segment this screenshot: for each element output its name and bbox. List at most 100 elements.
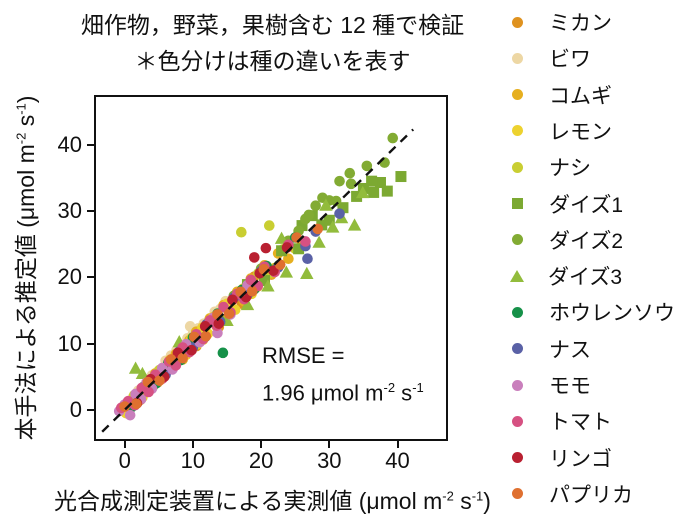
data-point-papurika [246,285,258,297]
legend-item-tomato: トマト [506,403,612,439]
data-point-tomato [300,236,311,247]
x-axis-label-close: ) [483,488,491,514]
x-tick-mark [396,441,399,448]
y-tick-label: 30 [57,197,82,223]
legend-marker-circle-icon [512,343,523,355]
y-tick-mark [87,143,94,146]
y-tick-label: 20 [57,264,82,290]
rmse-line2: 1.96 μmol m-2 s-1 [262,372,424,409]
legend-marker-circle-icon [512,52,523,64]
scatter-plot [101,128,415,433]
data-point-hourensou [217,347,229,359]
data-point-daizu1 [374,176,386,188]
data-point-daizu1 [381,185,393,197]
identity-line [101,128,415,433]
y-axis-label-text: 本手法による推定値 (μmol m [13,144,39,441]
legend-label: モモ [549,375,591,398]
y-axis-label-sup-m: -2 [13,132,29,145]
legend-item-ringo: リンゴ [506,440,612,476]
data-point-daizu2 [387,132,399,144]
x-tick-label: 30 [317,448,342,473]
data-point-daizu2 [334,175,345,187]
data-point-daizu3 [240,297,255,311]
data-point-nasu [334,208,345,219]
x-tick-label: 10 [180,448,206,473]
data-point-daizu3 [261,279,275,292]
y-tick-mark [87,209,94,212]
legend-label: コムギ [549,84,612,108]
data-point-daizu1 [368,186,380,198]
data-point-daizu1 [316,219,328,231]
x-axis-label-text: 光合成測定装置による実測値 (μmol m [54,488,443,514]
rmse-s: s [395,380,413,406]
data-point-daizu1 [296,220,308,232]
legend-label: ナス [549,338,591,362]
data-point-papurika [130,398,142,410]
figure-title-line2: ＊色分けは種の違いを表す [134,48,411,74]
data-point-ringo [186,344,197,356]
legend-marker-circle-icon [512,16,523,28]
legend-marker-triangle-icon [510,270,524,283]
legend-label: レモン [549,120,612,144]
legend-marker-square-icon [512,198,523,209]
data-point-daizu2 [345,178,357,190]
data-point-papurika [200,330,212,342]
legend-marker-circle-icon [512,161,523,173]
legend-item-hourensou: ホウレンソウ [506,294,675,330]
rmse-annotation: RMSE = 1.96 μmol m-2 s-1 [262,340,424,409]
rmse-line1: RMSE = [262,343,345,368]
y-axis-label-close: ) [13,95,39,104]
legend-item-nasu: ナス [506,331,591,367]
y-tick-mark [87,342,94,345]
legend-item-daizu1: ダイズ1 [506,186,623,222]
legend-label: ミカン [549,12,612,35]
data-point-daizu3 [312,235,326,248]
data-point-daizu2 [361,160,373,172]
y-tick-label: 40 [57,131,82,157]
data-point-daizu1 [351,190,363,202]
data-point-ringo [227,294,238,306]
legend-label: トマト [549,411,612,435]
legend-label: ナシ [549,157,591,181]
data-point-daizu3 [319,198,333,211]
data-point-daizu1 [366,175,378,187]
legend-marker-circle-icon [512,234,523,246]
rmse-sup-m: -2 [383,380,396,395]
x-tick-label: 40 [385,448,410,473]
data-point-tomato [245,274,257,286]
figure-title-line1: 畑作物，野菜，果樹含む 12 種で検証 [80,12,465,38]
x-tick-mark [191,441,194,448]
rmse-sup-s: -1 [412,380,424,395]
legend-item-papurika: パプリカ [506,476,633,512]
data-point-papurika [119,401,130,412]
data-point-daizu1 [276,245,288,257]
data-point-papurika [177,352,188,364]
data-point-daizu2 [300,213,311,225]
legend-item-komugi: コムギ [506,77,612,113]
x-axis-label-s: s [453,488,472,514]
legend-label: リンゴ [549,447,612,471]
legend-marker-circle-icon [512,488,523,500]
y-axis-label-s: s [13,114,39,133]
data-point-daizu3 [279,265,294,278]
y-tick-mark [87,408,94,411]
legend-label: ダイズ2 [549,229,624,253]
y-axis-label: 本手法による推定値 (μmol m-2 s-1) [7,68,39,468]
x-tick-label: 20 [248,448,274,473]
legend-item-daizu2: ダイズ2 [506,222,623,258]
x-axis-label-sup-m: -2 [442,488,454,504]
legend-label: ダイズ1 [549,193,624,217]
data-point-daizu3 [274,231,289,244]
legend-item-lemon: レモン [506,113,612,149]
data-point-daizu3 [300,266,314,279]
data-point-papurika [154,375,165,386]
data-point-momo [124,409,136,421]
data-point-nashi [263,220,275,231]
data-point-daizu2 [330,195,342,207]
y-tick-label: 0 [69,396,82,422]
x-tick-mark [123,441,126,448]
data-point-nashi [236,226,247,238]
legend-marker-circle-icon [512,452,523,464]
data-point-daizu2 [310,200,321,211]
